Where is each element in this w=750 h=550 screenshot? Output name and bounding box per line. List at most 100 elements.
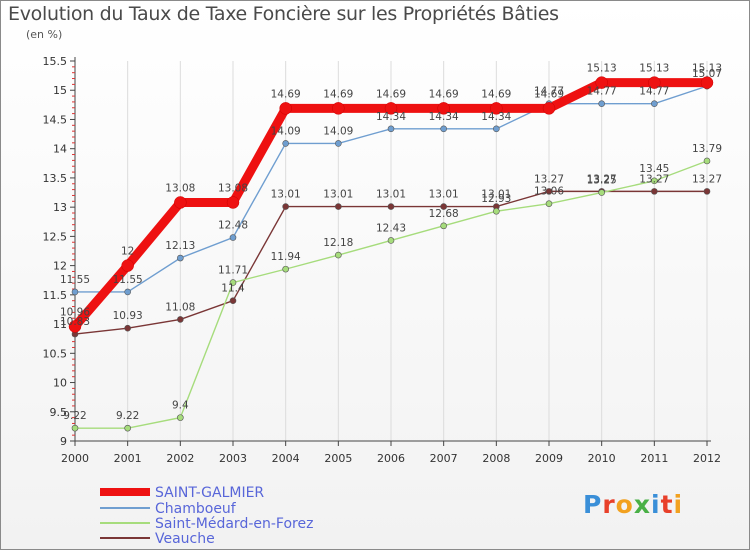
data-label-Veauche-2001: 10.93	[113, 310, 143, 322]
y-tick-label-11.5: 11.5	[43, 289, 68, 302]
legend-label-Saint-Médard-en-Forez: Saint-Médard-en-Forez	[155, 516, 313, 532]
data-label-Veauche-2009: 13.27	[534, 173, 564, 185]
x-tick-label-2002: 2002	[166, 452, 194, 465]
data-label-Veauche-2008: 13.01	[481, 189, 511, 201]
data-label-SAINT-GALMIER-2011: 15.13	[639, 63, 669, 75]
point-Veauche-2012	[703, 188, 711, 195]
data-label-SAINT-GALMIER-2003: 13.08	[218, 182, 248, 194]
point-SAINT-GALMIER-2011	[648, 76, 661, 89]
data-label-Chamboeuf-2006: 14.34	[376, 111, 406, 123]
y-tick-label-9: 9	[60, 435, 67, 448]
data-label-SAINT-GALMIER-2010: 15.13	[587, 63, 617, 75]
x-tick-label-2008: 2008	[482, 452, 510, 465]
point-Veauche-2005	[335, 203, 342, 210]
x-tick-label-2010: 2010	[588, 452, 616, 465]
data-label-Saint-Médard-en-Forez-2003: 11.71	[218, 265, 248, 277]
point-Veauche-2003	[229, 297, 237, 304]
data-label-Veauche-2002: 11.08	[165, 301, 195, 313]
data-label-Chamboeuf-2010: 14.77	[587, 86, 617, 98]
y-tick-label-15: 15	[53, 84, 67, 97]
data-label-SAINT-GALMIER-2004: 14.69	[271, 88, 301, 100]
point-SAINT-GALMIER-2006	[384, 102, 398, 115]
data-label-Saint-Médard-en-Forez-2008: 12.93	[481, 193, 511, 205]
legend: SAINT-GALMIERChamboeufSaint-Médard-en-Fo…	[100, 485, 313, 547]
data-label-Chamboeuf-2012: 15.07	[692, 68, 722, 80]
data-label-SAINT-GALMIER-2006: 14.69	[376, 88, 406, 100]
data-label-Veauche-2012: 13.27	[692, 173, 722, 185]
point-SAINT-GALMIER-2010	[595, 76, 608, 89]
legend-label-Veauche: Veauche	[155, 531, 215, 547]
data-label-Chamboeuf-2011: 14.77	[639, 86, 669, 98]
data-label-SAINT-GALMIER-2001: 12	[121, 246, 134, 258]
data-label-SAINT-GALMIER-2000: 10.96	[60, 306, 90, 318]
point-Saint-Médard-en-Forez-2011	[651, 177, 658, 185]
data-label-Chamboeuf-2003: 12.48	[218, 220, 248, 232]
data-label-Veauche-2004: 13.01	[271, 189, 301, 201]
point-Saint-Médard-en-Forez-2010	[598, 189, 605, 196]
data-label-SAINT-GALMIER-2005: 14.69	[323, 88, 353, 100]
data-label-Chamboeuf-2004: 14.09	[271, 125, 301, 137]
y-tick-label-12.5: 12.5	[43, 230, 68, 243]
data-label-Veauche-2003: 11.4	[221, 283, 245, 295]
axes: 9 9.5 10 10.5 11 11.5 12 12.5 13 13.5 14 14.5 15 15.5…	[43, 55, 722, 465]
point-Veauche-2011	[651, 188, 658, 195]
data-label-Chamboeuf-2002: 12.13	[165, 240, 195, 252]
legend-label-Chamboeuf: Chamboeuf	[155, 501, 237, 517]
point-Chamboeuf-2006	[387, 125, 395, 133]
point-SAINT-GALMIER-2003	[226, 196, 240, 209]
data-label-Saint-Médard-en-Forez-2007: 12.68	[429, 208, 459, 220]
y-tick-label-9.5: 9.5	[50, 406, 68, 419]
point-Chamboeuf-2003	[229, 234, 237, 241]
point-Saint-Médard-en-Forez-2009	[545, 200, 553, 207]
data-label-Saint-Médard-en-Forez-2006: 12.43	[376, 222, 406, 234]
data-label-Saint-Médard-en-Forez-2009: 13.06	[534, 186, 564, 198]
data-labels-group: 10.96 12 13.08 13.08 14.69 14.69 14.69 14.69 14.…	[60, 63, 722, 423]
data-label-Chamboeuf-2009: 14.77	[534, 86, 564, 98]
point-Saint-Médard-en-Forez-2004	[282, 265, 289, 273]
point-Saint-Médard-en-Forez-2002	[177, 414, 184, 421]
point-Veauche-2002	[177, 316, 184, 323]
point-SAINT-GALMIER-2002	[174, 196, 187, 209]
x-tick-label-2011: 2011	[640, 452, 668, 465]
point-Chamboeuf-2001	[124, 288, 131, 296]
y-tick-label-11: 11	[53, 318, 67, 331]
point-SAINT-GALMIER-2004	[279, 102, 292, 115]
data-label-Saint-Médard-en-Forez-2011: 13.45	[639, 163, 669, 175]
data-label-Chamboeuf-2005: 14.09	[323, 125, 353, 137]
data-label-SAINT-GALMIER-2007: 14.69	[429, 88, 459, 100]
y-tick-label-10: 10	[53, 377, 67, 390]
x-tick-label-2007: 2007	[430, 452, 458, 465]
point-SAINT-GALMIER-2001	[121, 259, 134, 272]
data-label-SAINT-GALMIER-2002: 13.08	[165, 182, 195, 194]
point-Chamboeuf-2010	[598, 100, 605, 107]
data-label-Saint-Médard-en-Forez-2012: 13.79	[692, 143, 722, 155]
data-label-Saint-Médard-en-Forez-2001: 9.22	[116, 410, 139, 422]
point-Chamboeuf-2004	[282, 140, 289, 147]
x-tick-label-2001: 2001	[114, 452, 142, 465]
data-label-Veauche-2006: 13.01	[376, 189, 406, 201]
data-label-Veauche-2010: 13.27	[587, 173, 617, 185]
point-Saint-Médard-en-Forez-2000	[71, 424, 79, 432]
y-tick-label-14: 14	[53, 143, 67, 156]
points-group	[68, 76, 714, 432]
data-label-SAINT-GALMIER-2008: 14.69	[481, 88, 511, 100]
y-tick-label-15.5: 15.5	[43, 55, 68, 68]
data-label-Saint-Médard-en-Forez-2004: 11.94	[271, 251, 301, 263]
y-tick-label-14.5: 14.5	[43, 113, 68, 126]
point-Veauche-2001	[124, 324, 131, 332]
point-Veauche-2006	[387, 203, 395, 210]
point-SAINT-GALMIER-2000	[68, 320, 82, 333]
point-Veauche-2004	[282, 203, 289, 210]
y-tick-label-10.5: 10.5	[43, 347, 68, 360]
data-label-Chamboeuf-2008: 14.34	[481, 111, 511, 123]
data-label-Saint-Médard-en-Forez-2002: 9.4	[172, 400, 189, 412]
data-label-Saint-Médard-en-Forez-2000: 9.22	[63, 410, 86, 422]
legend-label-SAINT-GALMIER: SAINT-GALMIER	[155, 485, 264, 501]
point-SAINT-GALMIER-2008	[490, 102, 503, 115]
grid-lines	[74, 61, 708, 441]
point-Veauche-2009	[545, 188, 553, 195]
x-tick-label-2006: 2006	[377, 452, 405, 465]
point-SAINT-GALMIER-2012	[700, 76, 714, 89]
x-tick-label-2000: 2000	[61, 452, 89, 465]
